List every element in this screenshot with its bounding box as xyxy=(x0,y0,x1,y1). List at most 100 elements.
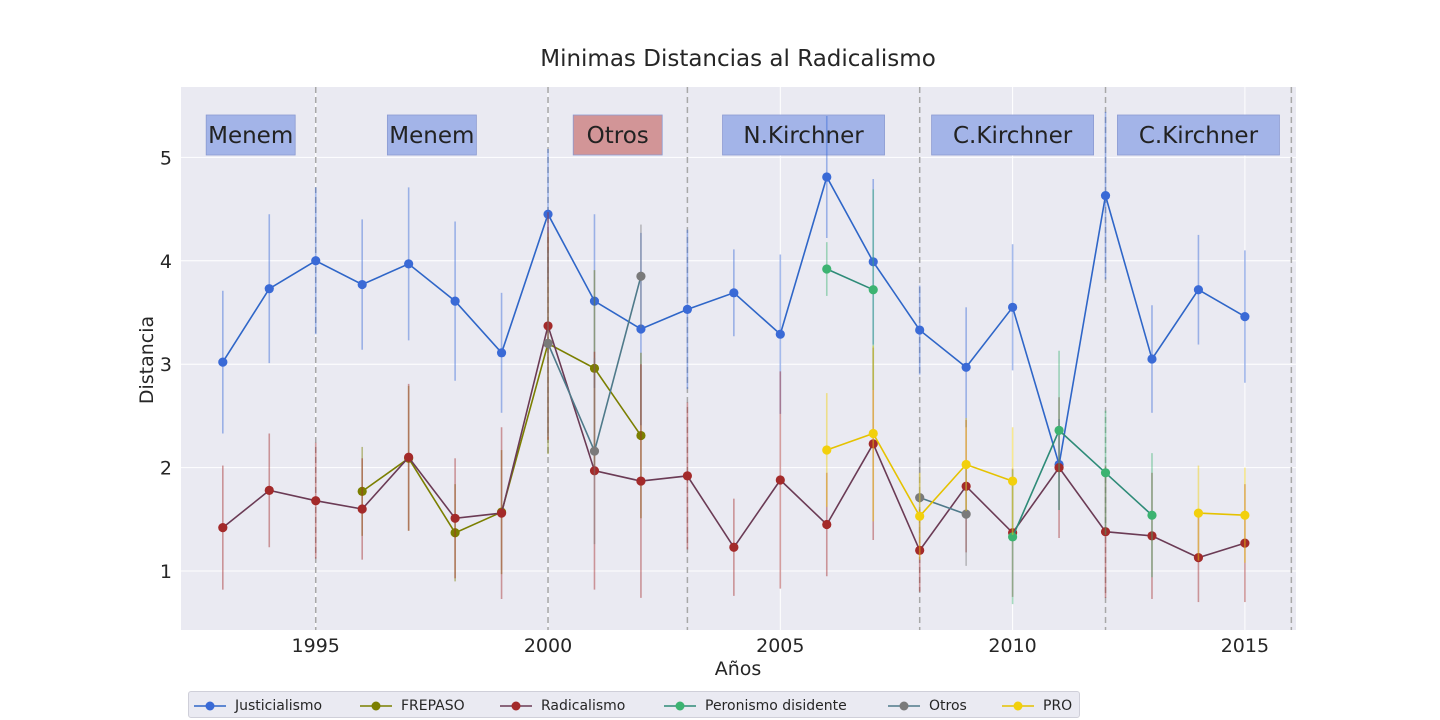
data-point xyxy=(1240,312,1250,322)
data-point xyxy=(404,259,414,269)
series-line xyxy=(919,496,967,515)
data-point xyxy=(496,348,507,358)
data-point xyxy=(822,519,832,530)
legend-label: Peronismo disidente xyxy=(705,697,847,714)
data-point xyxy=(589,466,600,476)
data-point xyxy=(543,209,553,219)
legend-label: PRO xyxy=(1043,697,1073,714)
y-tick-label: 5 xyxy=(160,147,172,169)
legend-item-otros: Otros xyxy=(887,692,967,719)
data-point xyxy=(543,338,553,349)
legend-item-frepaso: FREPASO xyxy=(359,692,465,719)
legend-label: Radicalismo xyxy=(541,697,626,714)
data-point xyxy=(636,430,646,441)
period-label-1: Menem xyxy=(386,114,477,156)
legend-label: Otros xyxy=(929,697,967,714)
legend-item-peronismo-disidente: Peronismo disidente xyxy=(663,692,847,719)
period-label-0: Menem xyxy=(205,114,296,156)
data-point xyxy=(357,504,367,514)
legend-swatch xyxy=(194,701,226,710)
data-point xyxy=(1193,285,1204,295)
data-point xyxy=(1100,527,1111,537)
series-justicialismo xyxy=(218,111,1250,511)
legend-swatch-marker xyxy=(371,701,381,710)
x-tick-label: 2000 xyxy=(524,635,572,657)
legend-swatch xyxy=(664,701,696,710)
period-label-text: Menem xyxy=(389,123,474,149)
period-label-text: Menem xyxy=(208,123,293,149)
series xyxy=(218,111,1250,605)
period-label-5: C.Kirchner xyxy=(1117,114,1280,156)
x-tick-label: 2005 xyxy=(756,635,804,657)
data-point xyxy=(1193,508,1204,518)
period-labels: Menem Menem Otros N.Kirchner C.Kirchner C.Kir… xyxy=(205,114,1280,156)
period-label-text: Otros xyxy=(587,123,649,149)
period-label-box xyxy=(572,114,663,156)
x-axis-label: Años xyxy=(715,658,762,680)
series-radicalismo xyxy=(218,212,1250,603)
legend-label: FREPASO xyxy=(401,697,465,714)
data-point xyxy=(636,271,646,281)
data-point xyxy=(450,513,460,523)
data-point xyxy=(589,363,600,373)
data-point xyxy=(1008,302,1018,312)
data-point xyxy=(636,476,646,486)
legend-item-pro: PRO xyxy=(1001,692,1072,719)
y-tick-label: 2 xyxy=(160,458,172,480)
data-point xyxy=(1147,531,1157,541)
period-label-text: N.Kirchner xyxy=(743,123,864,149)
data-point xyxy=(868,285,878,295)
data-point xyxy=(218,523,228,533)
data-point xyxy=(1008,476,1018,486)
data-point xyxy=(1147,354,1157,364)
series-otros xyxy=(543,224,971,566)
legend-swatch-marker xyxy=(511,701,521,710)
data-point xyxy=(961,481,971,491)
data-point xyxy=(357,279,367,290)
period-label-2: Otros xyxy=(572,114,663,156)
data-point xyxy=(961,459,971,470)
data-point xyxy=(1100,191,1111,201)
data-point xyxy=(868,439,878,449)
data-point xyxy=(311,256,321,266)
period-label-box xyxy=(931,114,1095,156)
data-point xyxy=(264,284,274,294)
x-tick-label: 1995 xyxy=(292,635,340,657)
data-point xyxy=(915,545,925,555)
data-point xyxy=(729,288,739,298)
data-point xyxy=(868,428,878,439)
x-tick-label: 2010 xyxy=(988,635,1036,657)
period-label-4: C.Kirchner xyxy=(931,114,1095,156)
data-point xyxy=(543,321,553,331)
legend-swatch xyxy=(360,701,392,710)
data-point xyxy=(822,264,832,274)
chart-title: Minimas Distancias al Radicalismo xyxy=(540,46,936,72)
period-label-text: C.Kirchner xyxy=(1139,123,1259,149)
data-point xyxy=(961,362,971,372)
data-point xyxy=(822,445,832,455)
y-tick-label: 1 xyxy=(160,561,172,583)
legend-label: Justicialismo xyxy=(235,697,323,714)
y-axis-label: Distancia xyxy=(136,316,158,404)
data-point xyxy=(264,485,274,495)
data-point xyxy=(775,475,785,485)
period-label-box xyxy=(1117,114,1280,156)
data-point xyxy=(1054,463,1064,473)
x-tick-label: 2015 xyxy=(1221,635,1269,657)
data-point xyxy=(729,542,739,552)
data-point xyxy=(961,509,971,519)
plot-area xyxy=(181,87,1296,630)
period-label-box xyxy=(722,114,885,156)
legend-swatch-marker xyxy=(205,701,215,710)
legend-swatch-marker xyxy=(899,701,909,710)
data-point xyxy=(775,329,785,339)
legend-swatch-marker xyxy=(675,701,685,710)
data-point xyxy=(1147,510,1157,520)
period-label-box xyxy=(205,114,296,156)
data-point xyxy=(1054,425,1064,435)
data-point xyxy=(589,446,600,456)
legend-swatch xyxy=(1002,701,1034,710)
legend-swatch-marker xyxy=(1013,701,1023,710)
period-boundaries xyxy=(314,87,1293,630)
